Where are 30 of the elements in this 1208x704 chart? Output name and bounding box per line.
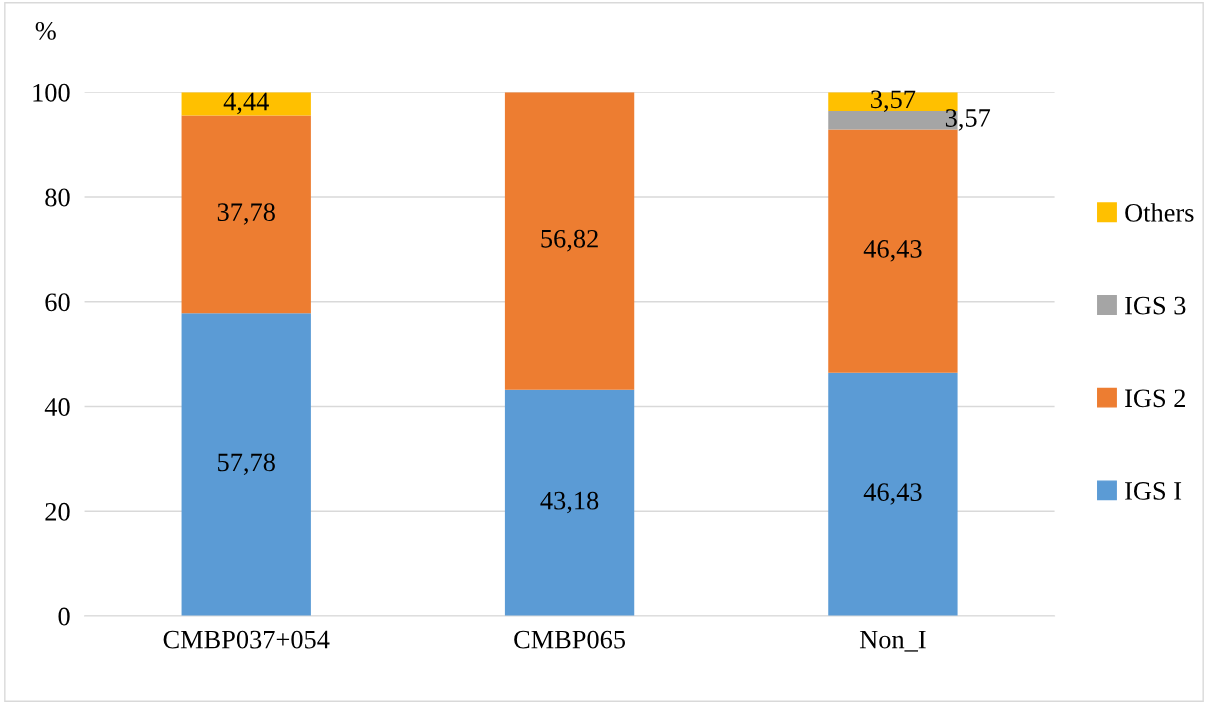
data-label: 3,57 (871, 90, 916, 112)
x-tick-label: Non_I (859, 630, 926, 652)
y-tick-label: 100 (33, 83, 70, 102)
legend-label: Others (1125, 203, 1194, 222)
y-axis-title: % (35, 21, 56, 40)
bar (828, 92, 958, 111)
legend-label: IGS 3 (1125, 296, 1186, 315)
y-tick-label: 20 (45, 502, 70, 521)
bar (181, 313, 311, 616)
y-tick-label: 0 (58, 607, 70, 626)
bar (504, 389, 635, 616)
data-label: 56,82 (541, 229, 598, 252)
y-tick-label: 60 (45, 293, 70, 312)
y-tick-label: 40 (44, 398, 70, 416)
bar (504, 92, 635, 390)
data-label: 4,44 (223, 92, 269, 115)
data-label: 37,78 (217, 203, 275, 225)
data-label: 43,18 (540, 491, 599, 514)
bar (828, 129, 958, 373)
y-tick-label: 80 (45, 188, 70, 207)
data-label: 57,78 (218, 453, 275, 476)
legend-label: IGS 2 (1125, 389, 1185, 408)
data-label: 46,43 (863, 240, 922, 262)
data-label: 3,57 (945, 109, 991, 131)
x-tick-label: CMBP065 (514, 630, 625, 649)
x-tick-label: CMBP037+054 (163, 630, 330, 649)
bar (181, 115, 311, 314)
legend-label: IGS I (1125, 482, 1182, 500)
bar (828, 372, 958, 616)
data-label: 46,43 (863, 483, 922, 505)
